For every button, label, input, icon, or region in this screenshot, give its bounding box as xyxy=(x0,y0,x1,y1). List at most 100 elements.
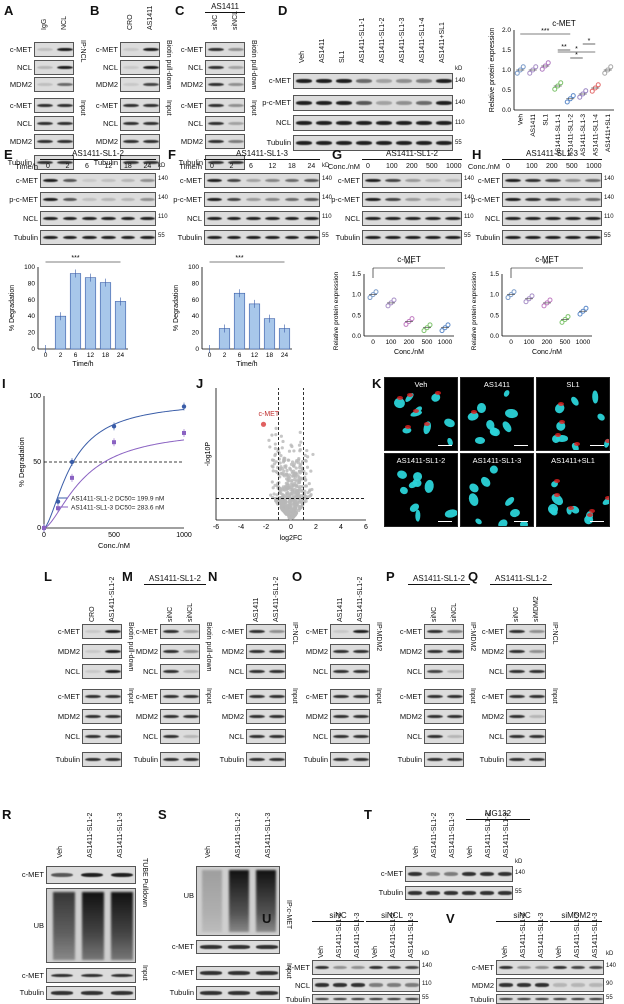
nucleus xyxy=(500,419,514,434)
x-tick-label: 0 xyxy=(509,339,513,346)
blot-strip xyxy=(46,968,136,983)
band xyxy=(316,78,332,84)
data-point xyxy=(564,99,570,105)
gene-point xyxy=(299,494,303,498)
row-label: MDM2 xyxy=(57,712,80,721)
band xyxy=(37,160,53,165)
nucleus xyxy=(509,508,521,519)
lane-label: AS1411-SL1-2 xyxy=(520,912,527,958)
side-label: Input xyxy=(291,688,298,704)
band xyxy=(120,216,136,221)
band xyxy=(163,629,179,634)
row-head: Time/h xyxy=(15,162,38,171)
y-tick-label: 1.5 xyxy=(502,47,511,54)
blot-strip xyxy=(40,173,156,188)
band xyxy=(105,714,121,719)
row-label: MDM2 xyxy=(305,712,328,721)
row-label: Tubulin xyxy=(469,995,494,1004)
panel-letter-T: T xyxy=(364,807,372,822)
blot-strip xyxy=(82,664,122,679)
blot-strip xyxy=(40,230,156,245)
side-label: TUBE Pulldown xyxy=(141,858,148,908)
blot-strip xyxy=(46,866,136,884)
row-label: NCL xyxy=(186,214,202,223)
blot-strip xyxy=(506,729,546,744)
row-label: c-MET xyxy=(305,627,328,636)
band xyxy=(139,178,155,183)
panel-title-text: AS1411-SL1-2 xyxy=(72,149,124,158)
band xyxy=(462,891,476,895)
row-label: p-c-MET xyxy=(471,195,500,204)
gene-point xyxy=(299,462,303,466)
group-bar xyxy=(312,921,364,922)
band xyxy=(333,714,349,719)
c-met-signal xyxy=(412,409,419,414)
row-label: NCL xyxy=(142,667,158,676)
micrograph-label: AS1411-SL1-2 xyxy=(396,456,446,465)
side-label: Input xyxy=(375,688,382,704)
x-axis-label: Conc./nM xyxy=(394,349,424,356)
gene-point xyxy=(285,468,289,473)
gene-point xyxy=(297,456,301,461)
band xyxy=(416,78,432,84)
row-label: p-c-MET xyxy=(9,195,38,204)
band xyxy=(296,78,312,84)
panel-letter-B: B xyxy=(90,3,100,18)
lane-label: 200 xyxy=(406,163,418,170)
row-label: NCL xyxy=(344,214,360,223)
gene-point xyxy=(287,449,292,453)
kd-label: 140 xyxy=(515,870,526,876)
data-point xyxy=(558,80,564,86)
panel-letter-H: H xyxy=(472,147,482,162)
data-point xyxy=(552,86,558,92)
blot-strip xyxy=(120,60,160,75)
blot-strip xyxy=(424,664,464,679)
c-met-signal xyxy=(404,425,411,430)
c-met-signal xyxy=(555,432,562,437)
kd-label: kD xyxy=(158,163,166,169)
kd-label: kD xyxy=(515,859,523,865)
band xyxy=(85,669,101,674)
gene-point xyxy=(290,514,294,518)
x-tick-label: -4 xyxy=(238,524,244,531)
band xyxy=(265,235,280,240)
band xyxy=(571,965,585,970)
gene-point xyxy=(299,440,303,444)
row-label: c-MET xyxy=(399,627,422,636)
band xyxy=(425,216,441,221)
y-axis-label: Relative protein expression xyxy=(471,271,478,350)
band xyxy=(427,629,443,634)
y-tick-label: 1.5 xyxy=(490,271,499,278)
nucleus xyxy=(466,492,480,508)
c-met-signal xyxy=(423,422,430,426)
band xyxy=(376,140,392,146)
band xyxy=(444,891,458,895)
title-bar xyxy=(144,584,206,585)
nucleus xyxy=(595,412,606,423)
chart-F-degradation: 0 20 40 60 80 100 % Degradation Time/h 0 2 6 12 18 24… xyxy=(173,255,292,368)
band xyxy=(405,197,421,202)
band xyxy=(356,78,372,84)
row-label: c-MET xyxy=(399,692,422,701)
side-label: Biotin pull-down xyxy=(127,622,134,672)
chart-D-relative-expression: c-MET 0.0 0.5 1.0 1.5 2.0 Relative protein exp… xyxy=(489,19,614,156)
band xyxy=(245,197,261,202)
y-axis-label: Relative protein expression xyxy=(333,271,340,350)
band xyxy=(62,216,78,221)
data-point xyxy=(533,64,539,70)
lane-label: AS1411-SL1-2 xyxy=(109,576,116,622)
side-label: IP:MDM2 xyxy=(469,622,476,652)
data-point xyxy=(541,303,547,309)
c-met-signal xyxy=(587,512,594,517)
lane-label: Veh xyxy=(57,845,64,858)
side-label: Biotin pull-down xyxy=(165,40,172,90)
band xyxy=(245,235,261,240)
y-tick-label: 60 xyxy=(192,297,200,304)
lane-label: AS1411-SL1-4 xyxy=(419,17,426,63)
gene-point xyxy=(274,433,278,437)
data-point xyxy=(514,70,520,76)
side-label: IP:NCL xyxy=(79,40,86,63)
panel-letter-S: S xyxy=(158,807,167,822)
band xyxy=(589,983,603,987)
gene-point xyxy=(270,464,274,468)
